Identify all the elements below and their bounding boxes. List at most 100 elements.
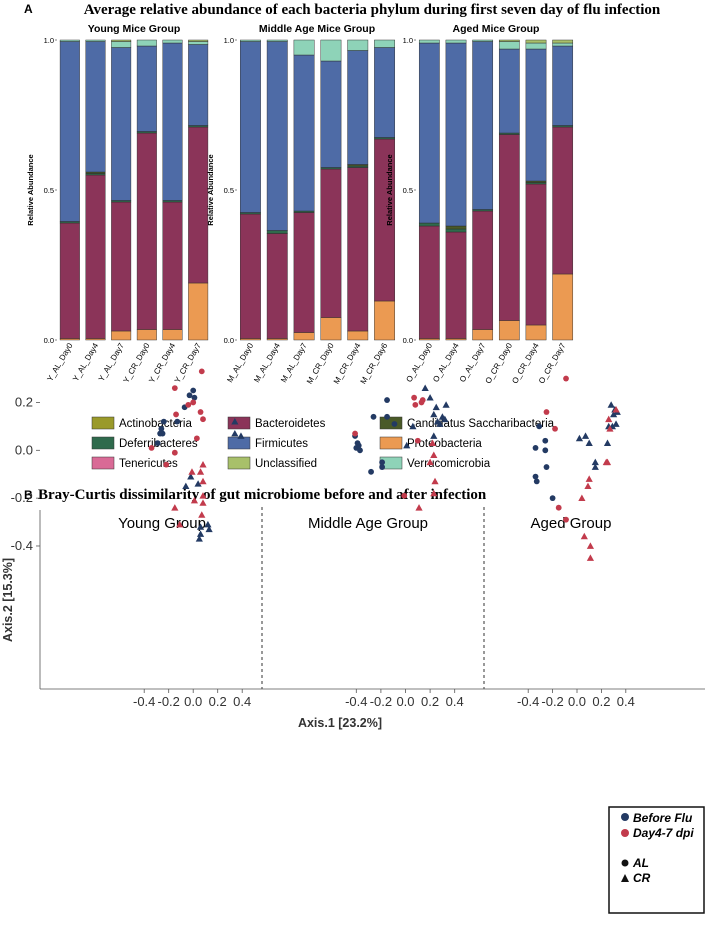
bar-segment-firmicutes [162,42,183,201]
bar-segment-deferribacteres [59,221,80,224]
x-tick-label: -0.2 [541,694,563,709]
bar-segment-bacteroidetes [525,183,547,326]
legend-swatch [91,436,115,450]
bar-segment-deferribacteres [525,182,547,185]
legend-item: Unclassified [227,456,317,470]
x-category-label: Y_CR_Day7 [173,341,203,384]
scatter-point-triangle [430,410,438,418]
legend-swatch [91,416,115,430]
x-tick-label: 0.0 [396,694,414,709]
scatter-point-circle [552,425,558,432]
x-tick-label: 0.0 [184,694,202,709]
x-tick-label: -0.4 [345,694,367,709]
scatter-point-triangle [403,441,411,449]
bar-stack [136,39,157,341]
scatter-point-triangle [610,410,618,418]
scatter-point-circle [368,468,374,475]
scatter-point-triangle [442,401,450,408]
bar-segment-firmicutes [188,44,209,126]
y-tick-label: 0.2 [15,394,33,409]
legend-swatch [379,436,403,450]
scatter-point-circle [412,401,419,408]
scatter-point-triangle [585,439,593,447]
scatter-point-triangle [199,477,207,485]
bar-segment-proteobacteria [525,324,547,341]
bar-segment-proteobacteria [498,320,520,341]
bar-stack [552,39,574,341]
scatter-point-triangle [432,403,440,411]
legend-item: Firmicutes [227,436,308,450]
bar-segment-deferribacteres [374,137,396,140]
y-tick-label: 0.5 [403,186,413,195]
scatter-point-triangle [430,489,438,497]
bar-stack [85,39,106,341]
scatter-point-triangle [231,417,239,425]
panel-a-bar-charts: Young Mice Group Relative Abundance 0.0 0.5… [26,23,574,386]
legend-swatch [91,456,115,470]
scatter-point-triangle [190,496,199,504]
x-tick-label: 0.2 [592,694,610,709]
bar-segment-deferribacteres [320,167,342,170]
x-category-label: O_AL_Day0 [404,341,434,384]
scatter-point-triangle [580,532,588,540]
bar-segment-bacteroidetes [347,167,369,332]
legend-label: AL [632,856,649,870]
scatter-point-circle [171,449,178,456]
y-tick-label: 1.0 [44,36,54,45]
bar-segment-verrucomicrobia [293,39,315,56]
bar-segment-bacteroidetes [136,132,157,330]
bar-segment-unclassified [552,39,574,44]
scatter-point-triangle [195,535,203,542]
x-category-label: M_CR_Day0 [305,341,336,386]
scatter-facet-1: Young Group [118,368,245,542]
y-tick-label: 0.0 [44,336,54,345]
scatter-point-circle [160,418,167,425]
bar-segment-verrucomicrobia [418,39,440,44]
x-category-label: O_AL_Day7 [458,341,488,384]
panel-b-letter: B [24,488,33,502]
y-axis-label: Relative Abundance [385,154,394,225]
bar-segment-bacteroidetes [418,225,440,339]
bar-segment-deferribacteres [347,165,369,168]
y-tick-label: 0.0 [224,336,234,345]
scatter-point-triangle [581,432,590,439]
bar-segment-proteobacteria [162,329,183,341]
bar-segment-firmicutes [85,41,106,173]
scatter-point-circle [543,409,550,415]
x-tick-label: -0.2 [370,694,392,709]
scatter-point-triangle [603,458,612,466]
x-tick-label: -0.4 [517,694,539,709]
y-tick-label: 1.0 [403,36,413,45]
bar-facet-3: Aged Mice Group Relative Abundance 0.0 0.5 1… [385,23,574,385]
scatter-point-triangle [204,520,212,528]
bar-segment-firmicutes [320,60,342,168]
legend-label: Proteobacteria [407,438,482,450]
x-category-label: O_CR_Day7 [537,341,568,385]
scatter-point-circle [384,397,390,403]
scatter-point-circle [542,447,549,454]
y-tick-label: -0.2 [11,490,33,505]
legend-label: Bacteroidetes [255,418,326,430]
x-tick-label: -0.2 [157,694,179,709]
bar-segment-proteobacteria [85,338,106,341]
bar-segment-proteobacteria [374,300,396,341]
panel-a-title: Average relative abundance of each bacte… [84,2,661,18]
bar-segment-verrucomicrobia [525,42,547,50]
bar-segment-bacteroidetes [239,213,261,339]
y-tick-label: 0.0 [15,442,33,457]
scatter-point-circle [193,435,200,442]
scatter-point-triangle [591,458,599,466]
facet-title: Young Mice Group [88,23,181,35]
scatter-point-circle [159,430,166,437]
scatter-point-triangle [198,511,206,518]
scatter-point-triangle [603,439,612,447]
legend-swatch [379,416,403,430]
bar-stack [59,39,80,341]
scatter-point-circle [563,375,569,382]
scatter-point-circle [191,394,198,401]
y-axis-label: Relative Abundance [206,154,215,225]
bar-stack [320,39,342,341]
y-tick-label: 0.5 [224,186,234,195]
facet-title: Young Group [118,515,206,532]
